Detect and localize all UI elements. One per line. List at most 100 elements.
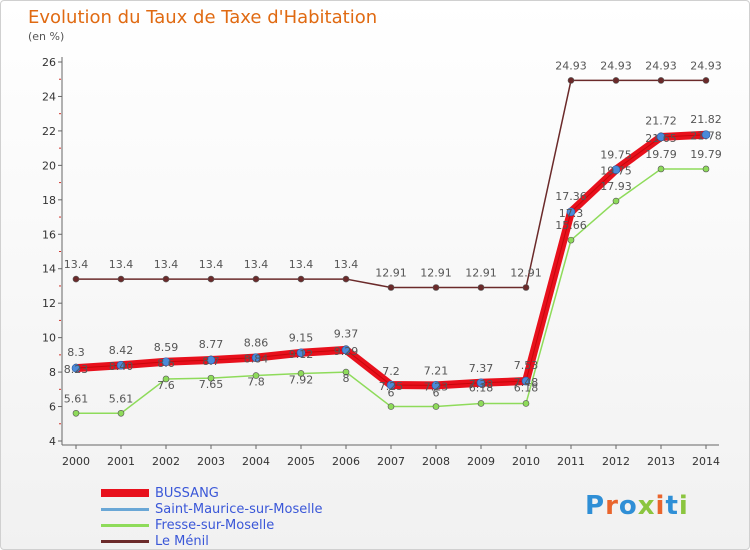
- x-tick-label: 2009: [467, 455, 495, 468]
- logo-letter: i: [678, 491, 689, 521]
- data-point: [341, 345, 351, 355]
- data-point: [297, 275, 305, 283]
- legend-item: Fresse-sur-Moselle: [101, 517, 322, 533]
- data-label: 24.93: [555, 59, 587, 72]
- data-label: 7.38: [469, 378, 494, 391]
- x-tick-label: 2005: [287, 455, 315, 468]
- y-tick-label: 12: [42, 297, 56, 310]
- data-label: 8.7: [202, 355, 220, 368]
- data-point: [567, 77, 575, 84]
- data-label: 17.36: [555, 190, 587, 203]
- data-point: [521, 376, 531, 386]
- data-point: [432, 403, 440, 410]
- data-label: 8.59: [154, 341, 179, 354]
- data-label: 12.91: [375, 267, 407, 280]
- y-tick-label: 18: [42, 194, 56, 207]
- data-label: 8.6: [157, 357, 175, 370]
- data-point: [612, 77, 620, 84]
- data-label: 7.23: [424, 380, 449, 393]
- proxiti-logo: Proxiti: [585, 491, 689, 521]
- data-label: 8: [343, 372, 350, 385]
- y-tick-label: 8: [49, 366, 56, 379]
- data-point: [206, 355, 216, 365]
- data-label: 6: [433, 387, 440, 400]
- data-point: [702, 165, 710, 173]
- data-point: [657, 77, 665, 84]
- x-tick-label: 2012: [602, 455, 630, 468]
- data-point: [566, 207, 576, 217]
- data-point: [522, 284, 530, 291]
- data-label: 7.37: [469, 362, 494, 375]
- chart-title: Evolution du Taux de Taxe d'Habitation: [28, 7, 378, 28]
- data-label: 13.4: [289, 258, 314, 271]
- data-point: [252, 372, 260, 379]
- data-label: 7.48: [514, 376, 539, 389]
- data-point: [702, 77, 710, 84]
- data-point: [296, 348, 306, 358]
- legend-label: BUSSANG: [155, 485, 219, 501]
- data-label: 8.3: [67, 346, 85, 359]
- legend-swatch: [101, 539, 149, 543]
- data-point: [297, 370, 305, 377]
- legend-label: Fresse-sur-Moselle: [155, 517, 275, 533]
- y-tick-label: 14: [42, 263, 56, 276]
- data-label: 8.23: [64, 363, 89, 376]
- data-point: [611, 165, 621, 174]
- data-label: 7.21: [424, 365, 449, 378]
- data-point: [116, 360, 126, 370]
- data-label: 9.37: [334, 327, 359, 340]
- data-point: [657, 165, 665, 173]
- y-tick-label: 10: [42, 332, 56, 345]
- data-label: 21.78: [690, 130, 722, 143]
- data-label: 7.2: [382, 365, 400, 378]
- data-point: [162, 375, 170, 383]
- data-label: 9.12: [289, 348, 314, 361]
- data-label: 8.84: [244, 353, 269, 366]
- data-label: 7.25: [379, 380, 404, 393]
- logo-letter: P: [585, 491, 606, 521]
- data-label: 5.61: [109, 392, 134, 405]
- data-point: [72, 409, 80, 417]
- data-label: 12.91: [465, 267, 497, 280]
- data-point: [207, 374, 215, 382]
- data-label: 19.75: [600, 165, 632, 178]
- data-point: [252, 275, 260, 283]
- data-point: [567, 236, 575, 244]
- y-tick-label: 20: [42, 159, 56, 172]
- data-point: [342, 275, 350, 283]
- logo-letter: o: [618, 491, 638, 521]
- data-label: 6: [388, 387, 395, 400]
- y-tick-label: 6: [49, 401, 56, 414]
- data-label: 24.93: [690, 59, 722, 72]
- data-label: 13.4: [199, 258, 224, 271]
- data-point: [207, 275, 215, 283]
- data-label: 7.6: [157, 379, 175, 392]
- data-point: [117, 275, 125, 283]
- data-point: [477, 284, 485, 291]
- legend-swatch: [101, 523, 149, 527]
- data-label: 17.3: [559, 207, 584, 220]
- data-label: 8.40: [109, 360, 134, 373]
- data-label: 21.82: [690, 113, 722, 126]
- x-tick-label: 2014: [692, 455, 720, 468]
- data-label: 8.42: [109, 344, 134, 357]
- data-point: [522, 400, 530, 407]
- data-label: 13.4: [109, 258, 134, 271]
- legend-label: Le Ménil: [155, 533, 209, 549]
- x-tick-label: 2004: [242, 455, 270, 468]
- data-point: [701, 130, 711, 139]
- data-label: 21.72: [645, 115, 677, 128]
- x-tick-label: 2006: [332, 455, 360, 468]
- x-tick-label: 2010: [512, 455, 540, 468]
- data-point: [71, 363, 81, 373]
- data-point: [477, 400, 485, 407]
- data-label: 19.75: [600, 149, 632, 162]
- data-point: [342, 368, 350, 376]
- data-label: 24.93: [645, 59, 677, 72]
- data-point: [162, 275, 170, 283]
- data-label: 7.65: [199, 378, 224, 391]
- legend-swatch: [101, 507, 149, 511]
- data-label: 7.8: [247, 376, 265, 389]
- data-label: 13.4: [154, 258, 179, 271]
